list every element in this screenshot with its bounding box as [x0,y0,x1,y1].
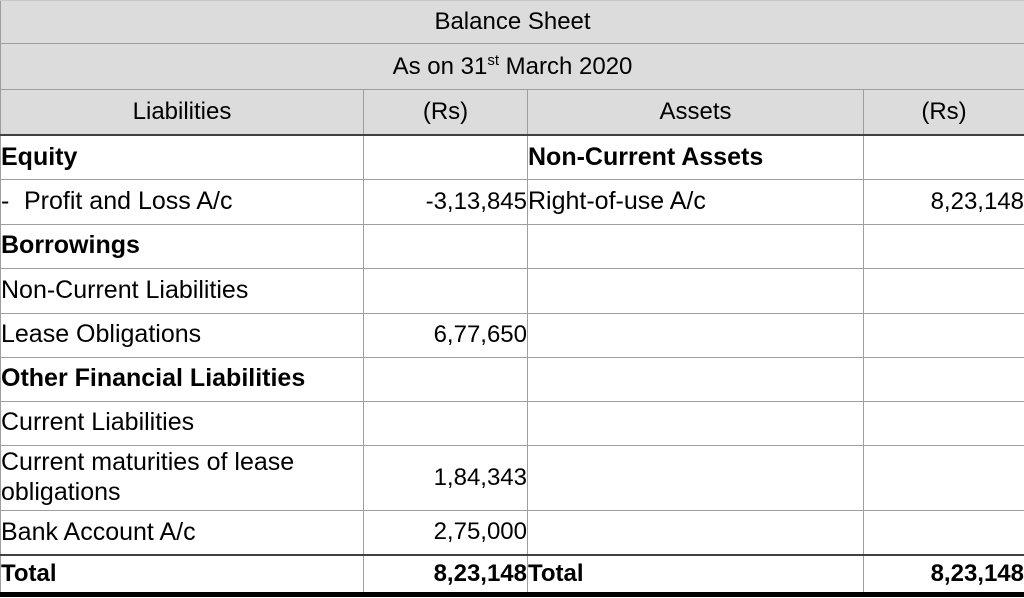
liability-label: Current maturities of lease obligations [0,444,364,511]
dash-prefix: - [1,186,10,215]
asset-label [527,312,864,358]
liability-amount: 1,84,343 [363,444,528,511]
asset-label [527,400,864,446]
page-title: Balance Sheet [0,0,1024,44]
column-header-liabilities: Liabilities [0,89,364,136]
liability-amount [363,134,528,180]
liability-label: Equity [0,134,364,180]
liability-label: Borrowings [0,223,364,269]
table-row-current-maturities: Current maturities of lease obligations … [0,444,1024,511]
table-row-total: Total 8,23,148 Total 8,23,148 [0,554,1024,595]
asset-label: Right-of-use A/c [527,178,864,225]
liability-label-text: Profit and Loss A/c [24,186,233,215]
asset-amount [863,267,1024,314]
table-row: As on 31st March 2020 [0,43,1024,90]
liability-label: Current Liabilities [0,400,364,446]
liability-total-label: Total [0,554,364,595]
asset-amount [863,356,1024,402]
subtitle-pre: As on 31 [392,52,488,80]
liability-label: Bank Account A/c [0,509,364,556]
liability-total-amount: 8,23,148 [363,554,528,595]
liability-amount: 6,77,650 [363,312,528,358]
liability-amount: 2,75,000 [363,509,528,556]
asset-amount [863,312,1024,358]
table-row-current-liabilities: Current Liabilities [0,400,1024,446]
asset-label: Non-Current Assets [527,134,864,180]
column-header-rs-right: (Rs) [863,89,1024,136]
liability-label: Lease Obligations [0,312,364,358]
column-header-rs-left: (Rs) [363,89,528,136]
liability-amount [363,356,528,402]
table-row-bank-account: Bank Account A/c 2,75,000 [0,509,1024,556]
asset-amount [863,134,1024,180]
table-row-borrowings: Borrowings [0,223,1024,269]
table-row-equity: Equity Non-Current Assets [0,134,1024,180]
asset-amount [863,509,1024,556]
subtitle-ordinal: st [487,51,499,69]
table-row-non-current-liabilities: Non-Current Liabilities [0,267,1024,314]
asset-label [527,509,864,556]
table-row-lease-obligations: Lease Obligations 6,77,650 [0,312,1024,358]
asset-label [527,444,864,511]
asset-amount [863,223,1024,269]
liability-label: Non-Current Liabilities [0,267,364,314]
liability-amount [363,267,528,314]
liability-label: - Profit and Loss A/c [0,178,364,225]
asset-label [527,267,864,314]
column-header-assets: Assets [527,89,864,136]
asset-amount [863,400,1024,446]
asset-total-amount: 8,23,148 [863,554,1024,595]
table-header-row: Liabilities (Rs) Assets (Rs) [0,89,1024,136]
table-row: Balance Sheet [0,0,1024,44]
liability-amount [363,223,528,269]
liability-label: Other Financial Liabilities [0,356,364,402]
asset-total-label: Total [527,554,864,595]
page-subtitle: As on 31st March 2020 [0,43,1024,90]
table-row-profit-and-loss: - Profit and Loss A/c -3,13,845 Right-of-… [0,178,1024,225]
table-row-other-financial-liabilities: Other Financial Liabilities [0,356,1024,402]
asset-label [527,223,864,269]
asset-amount [863,444,1024,511]
asset-label [527,356,864,402]
subtitle-post: March 2020 [499,52,633,80]
liability-amount: -3,13,845 [363,178,528,225]
asset-amount: 8,23,148 [863,178,1024,225]
liability-amount [363,400,528,446]
